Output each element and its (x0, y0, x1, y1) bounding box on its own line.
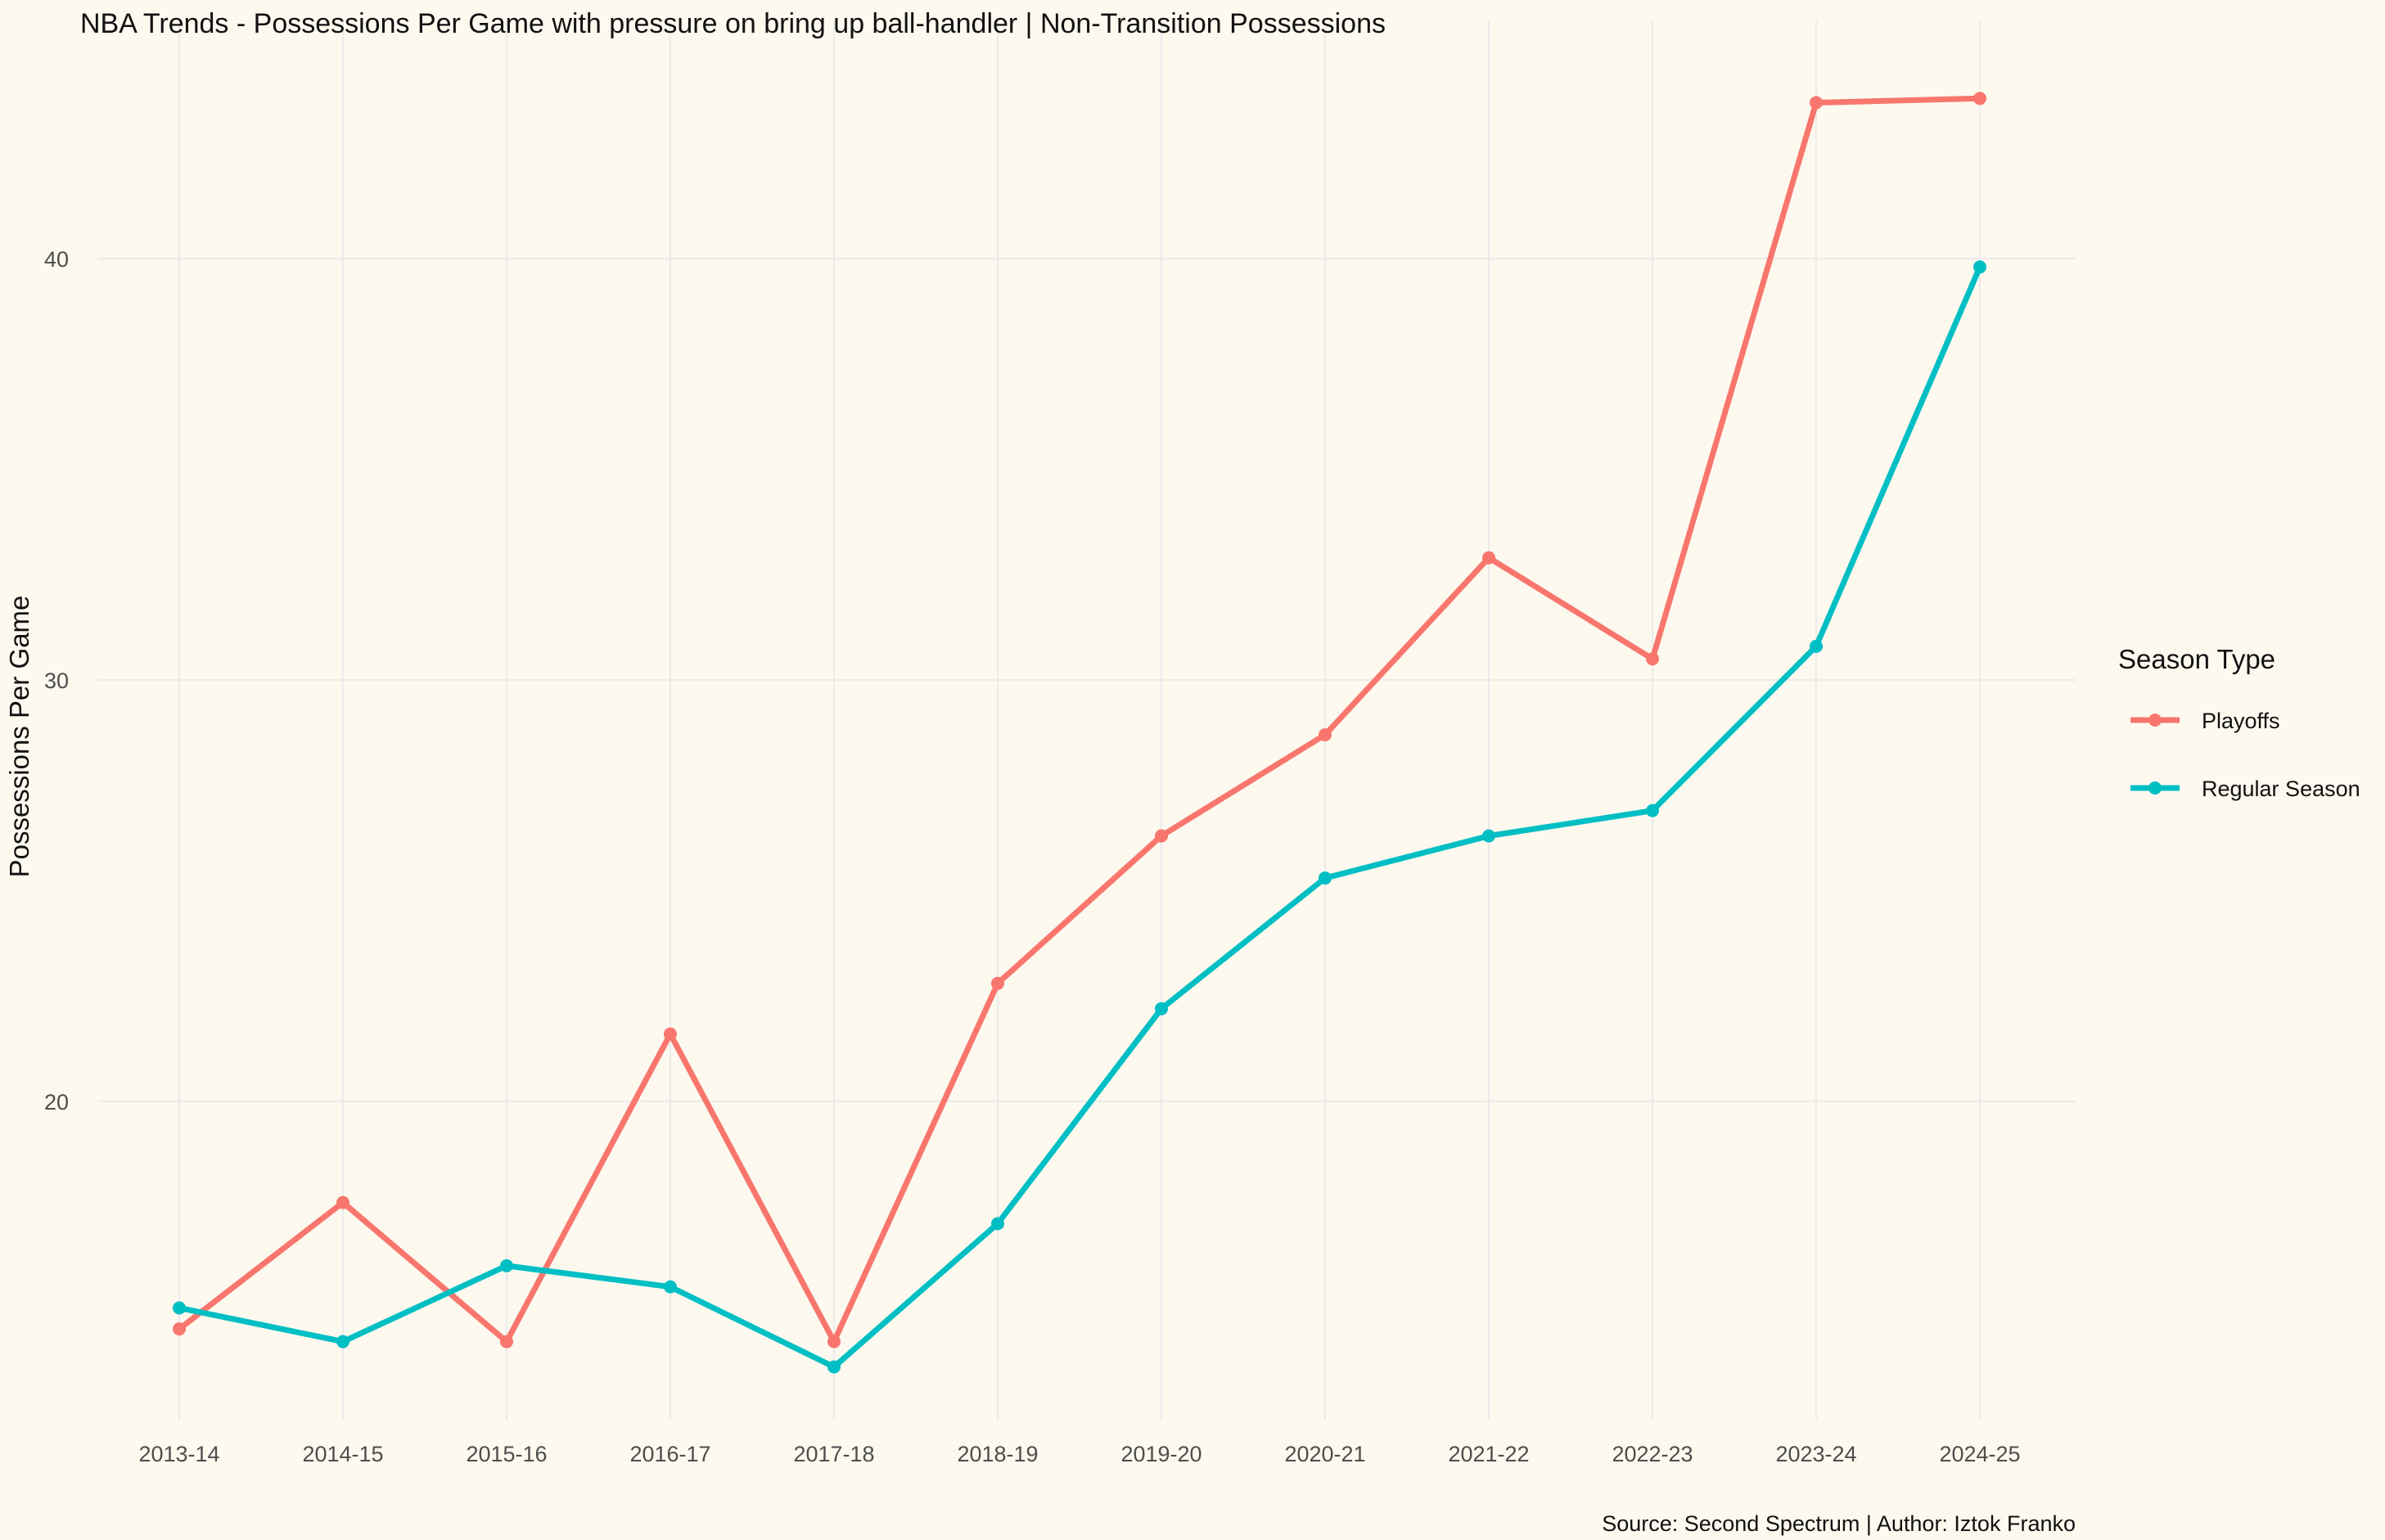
legend-title: Season Type (2118, 644, 2275, 674)
data-point-playoffs (173, 1322, 186, 1336)
data-point-regular-season (1810, 639, 1823, 653)
x-tick-label: 2018-19 (957, 1442, 1038, 1466)
data-point-playoffs (1155, 829, 1168, 843)
series-line-playoffs (176, 95, 1983, 1345)
y-tick-label: 30 (44, 669, 69, 693)
y-tick-label: 20 (44, 1090, 69, 1114)
data-point-regular-season (1482, 829, 1495, 843)
data-point-playoffs (991, 976, 1004, 990)
x-tick-label: 2020-21 (1284, 1442, 1365, 1466)
data-point-regular-season (827, 1360, 841, 1374)
legend: Season Type Playoffs Regular Season (2118, 644, 2360, 801)
data-point-regular-season (664, 1280, 677, 1294)
x-tick-label: 2022-23 (1612, 1442, 1693, 1466)
x-axis-ticks: 2013-14 2014-15 2015-16 2016-17 2017-18 2018-… (138, 1442, 2020, 1466)
series-layer (173, 92, 1986, 1374)
data-point-regular-season (1973, 260, 1986, 274)
x-tick-label: 2014-15 (302, 1442, 383, 1466)
data-point-regular-season (1319, 871, 1332, 885)
data-point-playoffs (336, 1196, 349, 1209)
data-point-playoffs (1646, 652, 1659, 666)
data-point-regular-season (1155, 1002, 1168, 1015)
x-tick-label: 2019-20 (1120, 1442, 1202, 1466)
legend-item-playoffs: Playoffs (2130, 709, 2280, 733)
series-playoffs (173, 92, 1986, 1349)
data-point-regular-season (500, 1259, 513, 1272)
data-point-playoffs (1319, 727, 1332, 741)
data-point-playoffs (664, 1027, 677, 1041)
grid (98, 20, 2076, 1420)
y-axis-ticks: 20 30 40 (44, 247, 69, 1114)
x-tick-label: 2017-18 (793, 1442, 874, 1466)
x-tick-label: 2024-25 (1939, 1442, 2020, 1466)
chart-title: NBA Trends - Possessions Per Game with p… (80, 8, 1386, 39)
data-point-playoffs (500, 1335, 513, 1349)
data-point-regular-season (991, 1217, 1004, 1231)
data-point-playoffs (1810, 96, 1823, 110)
data-point-playoffs (1973, 92, 1986, 106)
data-point-regular-season (173, 1301, 186, 1315)
legend-label: Regular Season (2202, 777, 2360, 801)
data-point-playoffs (827, 1335, 841, 1349)
x-tick-label: 2021-22 (1448, 1442, 1529, 1466)
x-tick-label: 2015-16 (466, 1442, 547, 1466)
chart-caption: Source: Second Spectrum | Author: Iztok … (1602, 1511, 2076, 1536)
y-tick-label: 40 (44, 247, 69, 272)
data-point-regular-season (336, 1335, 349, 1349)
y-axis-title: Possessions Per Game (4, 596, 34, 878)
legend-key-point (2148, 714, 2162, 727)
x-tick-label: 2013-14 (138, 1442, 219, 1466)
data-point-regular-season (1646, 804, 1659, 817)
x-tick-label: 2023-24 (1775, 1442, 1856, 1466)
legend-item-regular-season: Regular Season (2130, 777, 2360, 801)
series-line-regular-season (176, 263, 1983, 1370)
series-regular-season (173, 260, 1986, 1374)
data-point-playoffs (1482, 551, 1495, 565)
legend-key-point (2148, 781, 2162, 795)
legend-label: Playoffs (2202, 709, 2280, 733)
x-tick-label: 2016-17 (629, 1442, 710, 1466)
